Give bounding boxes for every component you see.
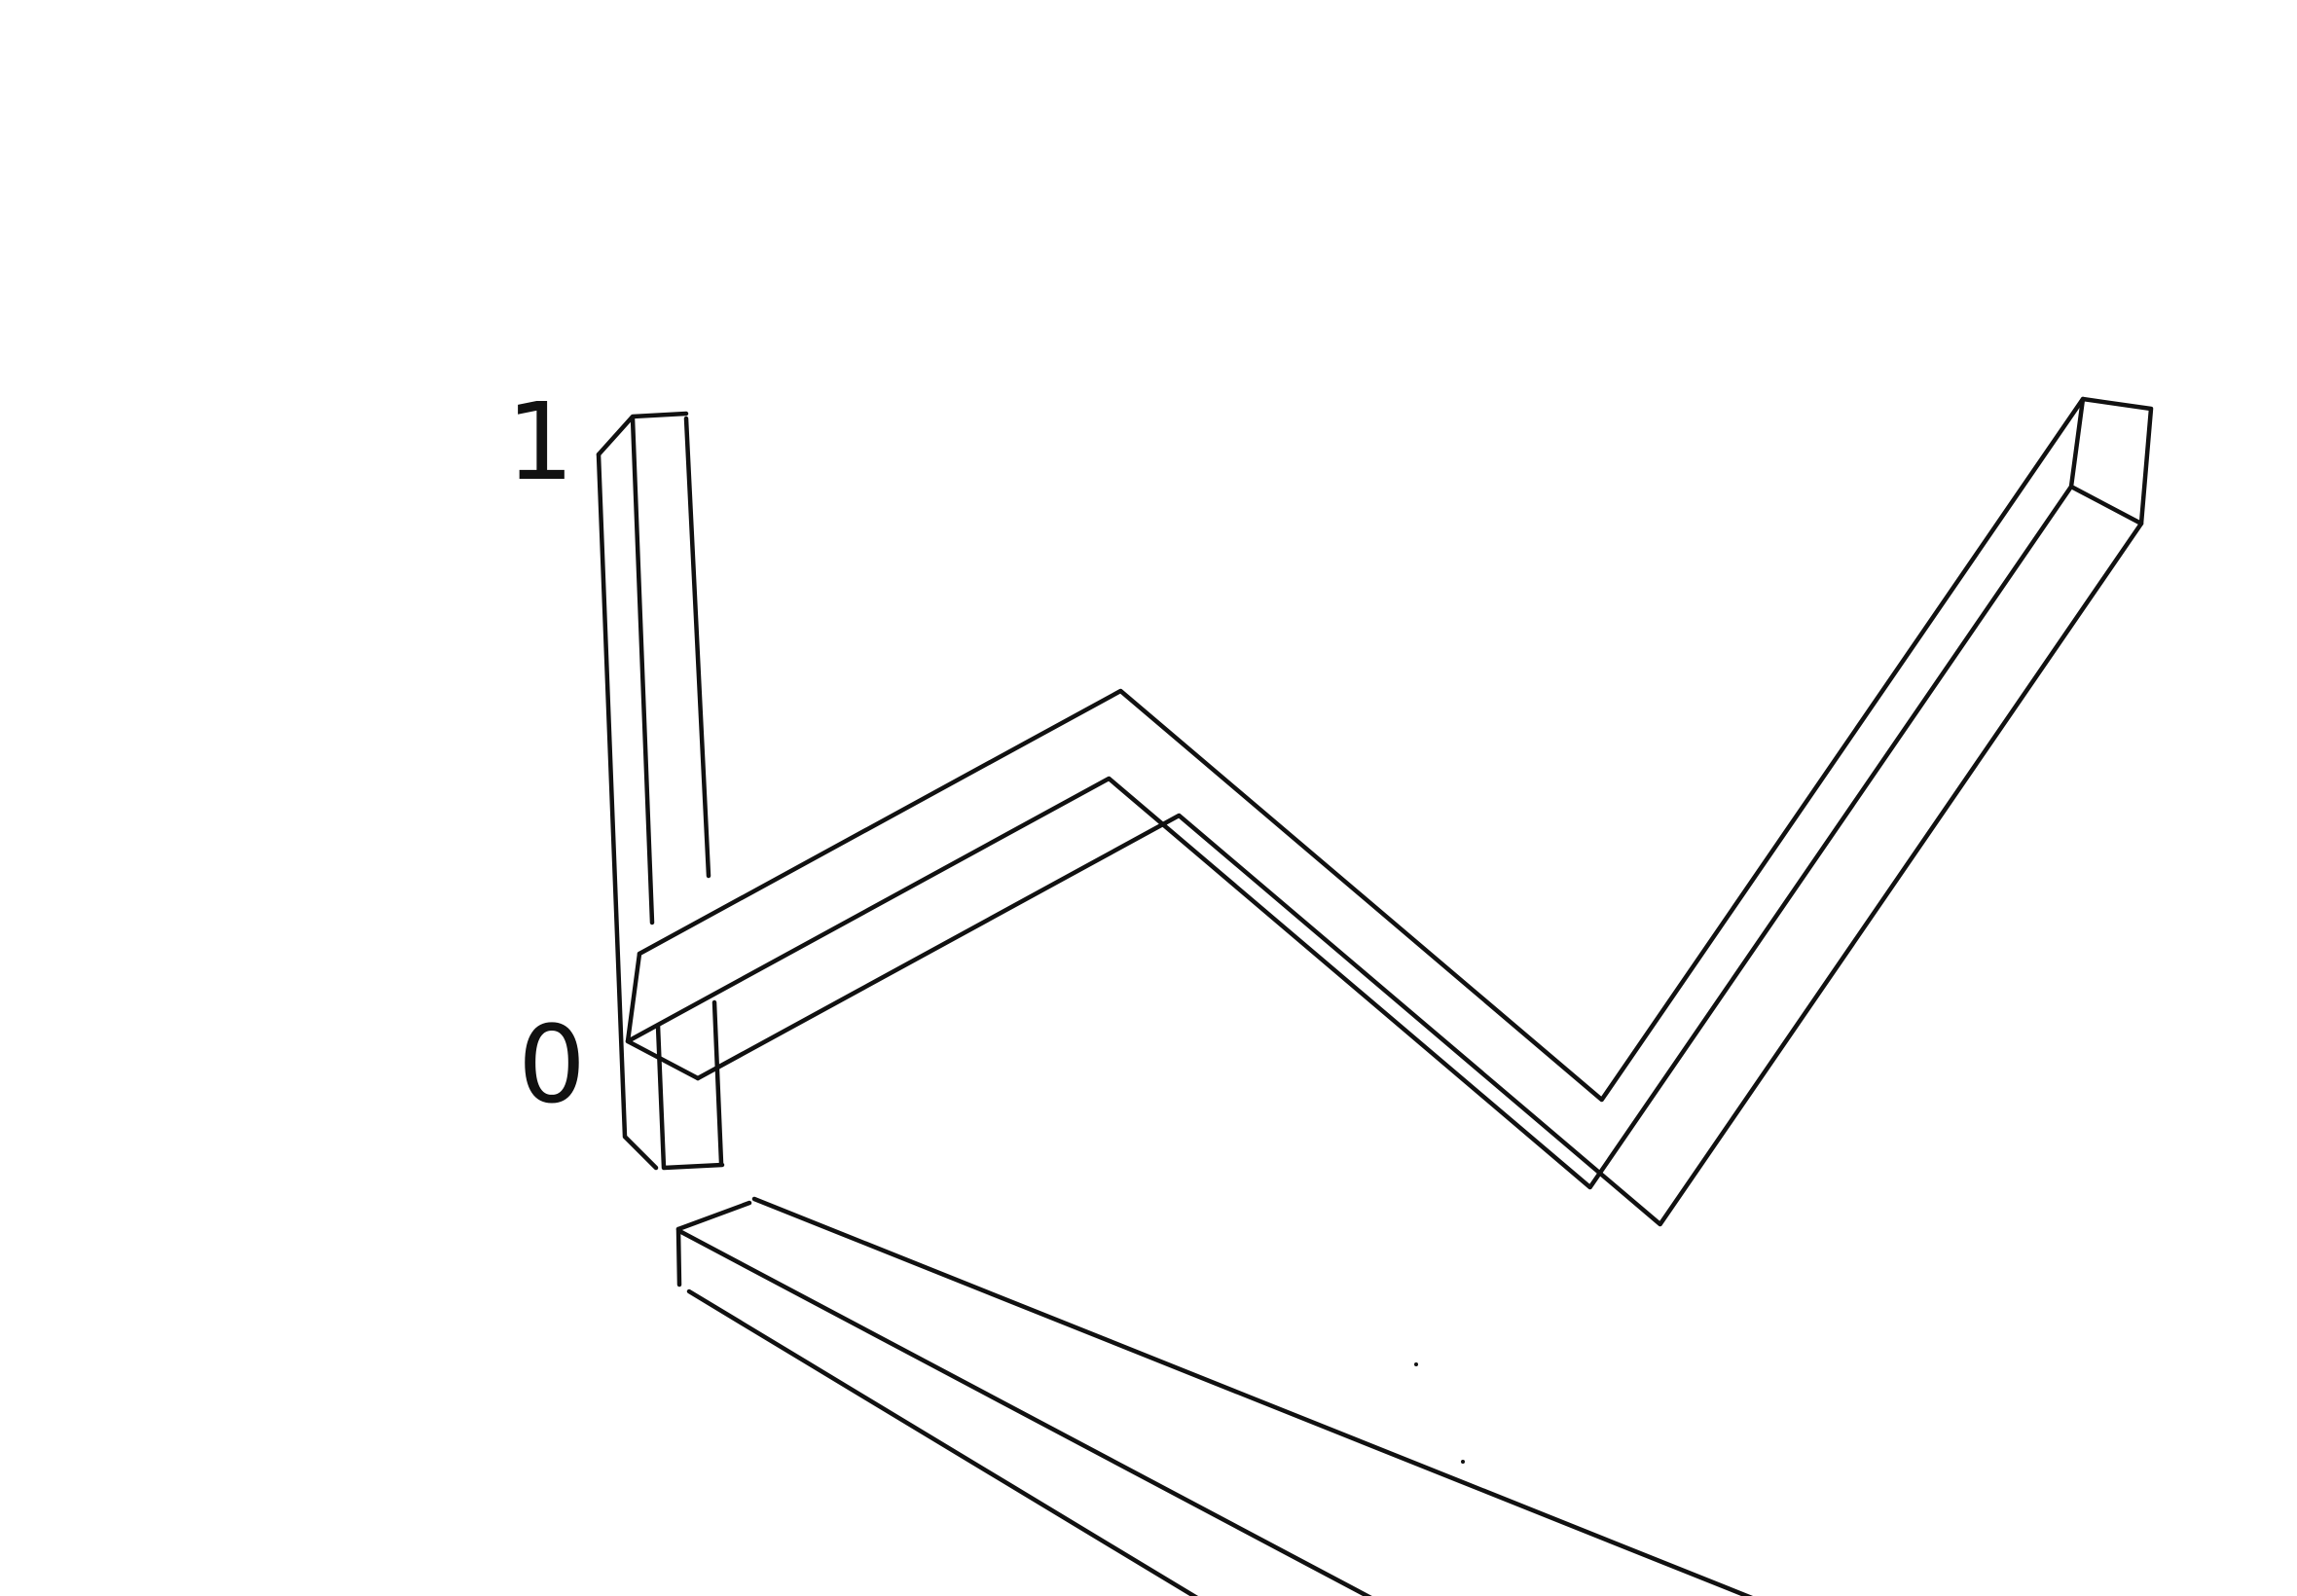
ribbon-end-cap bbox=[2068, 396, 2154, 526]
y-tick-label-1: 1 bbox=[506, 380, 574, 504]
pencil-dot bbox=[1461, 1460, 1465, 1464]
ribbon-top-edge bbox=[637, 396, 2086, 1103]
ribbon-back-edge bbox=[695, 521, 2144, 1227]
x-axis-bar bbox=[675, 1196, 1754, 1596]
ribbon-front-edge bbox=[625, 484, 2074, 1190]
pencil-dot bbox=[1414, 1362, 1418, 1366]
ribbon-start-cap bbox=[625, 951, 701, 1081]
y-tick-label-0: 0 bbox=[518, 1002, 586, 1127]
data-series-ribbon bbox=[625, 396, 2154, 1227]
y-axis-bar bbox=[596, 411, 725, 1171]
